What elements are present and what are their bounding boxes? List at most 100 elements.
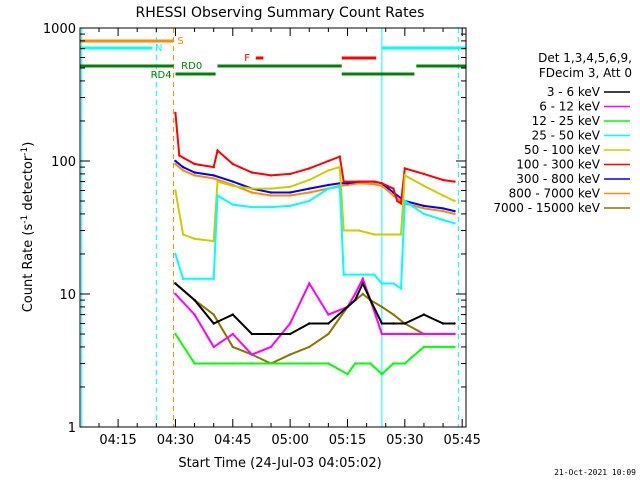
legend-entry-label-5: 50 - 100 keV [524, 143, 601, 157]
x-tick-label-0530: 05:30 [386, 433, 423, 448]
series-2-point-19 [453, 332, 456, 336]
series-9-point-9 [327, 332, 330, 336]
series-8-point-18 [422, 207, 426, 210]
series-6-point-18 [396, 199, 399, 203]
series-6-point-8 [269, 174, 273, 177]
series-1-point-19 [453, 322, 456, 325]
series-1-point-3 [212, 322, 215, 325]
flag-label-f: F [244, 53, 250, 64]
series-4-point-9 [288, 204, 292, 208]
series-6-point-3 [193, 162, 196, 166]
series-8-point-19 [441, 209, 445, 213]
series-5-point-19 [403, 174, 406, 177]
series-9-point-13 [380, 305, 384, 309]
series-line-4 [174, 185, 455, 291]
series-6-point-16 [380, 182, 384, 185]
series-6-point-22 [441, 178, 445, 182]
series-1-point-2 [193, 298, 196, 302]
legend-entry-label-2: 6 - 12 keV [539, 100, 601, 114]
series-4-point-14 [357, 273, 361, 276]
y-tick-label-10: 10 [59, 288, 76, 303]
legend-entry-label-3: 12 - 25 keV [532, 114, 601, 128]
series-5-point-16 [380, 233, 384, 236]
plot-frame [79, 27, 467, 428]
series-2-point-6 [269, 345, 273, 349]
series-6-point-23 [453, 180, 456, 183]
series-3-point-9 [327, 362, 330, 365]
series-2-point-4 [231, 332, 234, 336]
series-4-point-11 [327, 187, 330, 190]
series-2-point-18 [441, 332, 445, 336]
series-3-point-8 [308, 362, 311, 365]
y-axis-label-exponent-1: -1 [20, 215, 30, 224]
series-5-point-18 [399, 233, 403, 236]
series-8-point-9 [308, 191, 311, 194]
series-6-point-2 [178, 154, 181, 157]
series-2-point-9 [327, 313, 330, 316]
series-1-point-17 [422, 313, 426, 316]
y-tick-label-100: 100 [51, 155, 76, 170]
series-4-point-7 [250, 205, 254, 209]
series-4-point-3 [193, 277, 196, 280]
series-1-point-15 [392, 322, 395, 325]
series-6-point-14 [357, 180, 361, 183]
series-4-point-21 [441, 218, 445, 222]
y-axis-label-end: ) [21, 142, 36, 147]
series-7-point-9 [308, 187, 311, 190]
legend-entry-label-8: 800 - 7000 keV [509, 187, 601, 201]
series-4-point-20 [422, 212, 426, 216]
series-8-point-3 [193, 174, 196, 177]
series-5-point-20 [422, 184, 426, 188]
series-1-point-12 [361, 282, 364, 285]
series-8-point-8 [288, 194, 292, 197]
series-4-point-17 [392, 282, 395, 285]
legend-entry-label-1: 3 - 6 keV [547, 85, 601, 99]
series-1-point-8 [308, 322, 311, 325]
legend: Det 1,3,4,5,6,9, FDecim 3, Att 0 3 - 6 k… [493, 51, 632, 215]
series-5-point-5 [216, 180, 219, 183]
y-tick-label-1: 1 [68, 421, 76, 436]
series-6-point-4 [212, 165, 215, 169]
y-axis-label: Count Rate (s-1 detector-1) [20, 142, 36, 313]
series-7-point-10 [327, 183, 330, 187]
series-6-point-9 [288, 172, 292, 176]
series-3-point-17 [422, 345, 426, 349]
series-1-point-10 [346, 305, 349, 309]
series-5-point-17 [392, 233, 395, 236]
series-7-point-12 [346, 182, 349, 185]
series-6-point-19 [399, 202, 403, 205]
series-6-point-15 [373, 180, 376, 183]
series-7-point-7 [269, 191, 273, 194]
series-1-point-13 [369, 298, 372, 302]
series-3-point-13 [369, 362, 372, 365]
legend-header-line1: Det 1,3,4,5,6,9, [538, 51, 632, 65]
series-4-point-22 [453, 222, 456, 225]
series-1-point-1 [174, 282, 177, 285]
x-tick-label-0430: 04:30 [157, 433, 194, 448]
series-7-point-20 [453, 209, 456, 213]
series-4-point-6 [231, 203, 234, 206]
series-8-point-2 [181, 169, 185, 172]
series-8-point-15 [380, 184, 384, 188]
series-5-point-1 [174, 189, 177, 192]
series-5-point-21 [441, 194, 445, 197]
series-1-point-11 [353, 298, 357, 302]
series-3-point-3 [212, 362, 215, 365]
series-5-point-12 [338, 165, 341, 169]
series-8-point-7 [269, 194, 273, 197]
series-5-point-11 [327, 169, 330, 172]
series-8-point-13 [357, 182, 361, 185]
series-9-point-7 [288, 353, 292, 356]
series-6-point-1 [174, 111, 177, 115]
series-6-point-12 [338, 155, 341, 158]
series-5-point-4 [212, 239, 215, 243]
series-2-point-1 [174, 292, 177, 296]
series-2-point-16 [403, 332, 406, 336]
series-4-point-10 [308, 199, 311, 203]
series-8-point-4 [212, 177, 215, 180]
series-5-point-22 [453, 199, 456, 203]
chart-title: RHESSI Observing Summary Count Rates [136, 5, 425, 21]
series-6-point-20 [403, 167, 406, 170]
y-axis-label-exponent-2: -1 [20, 147, 30, 156]
